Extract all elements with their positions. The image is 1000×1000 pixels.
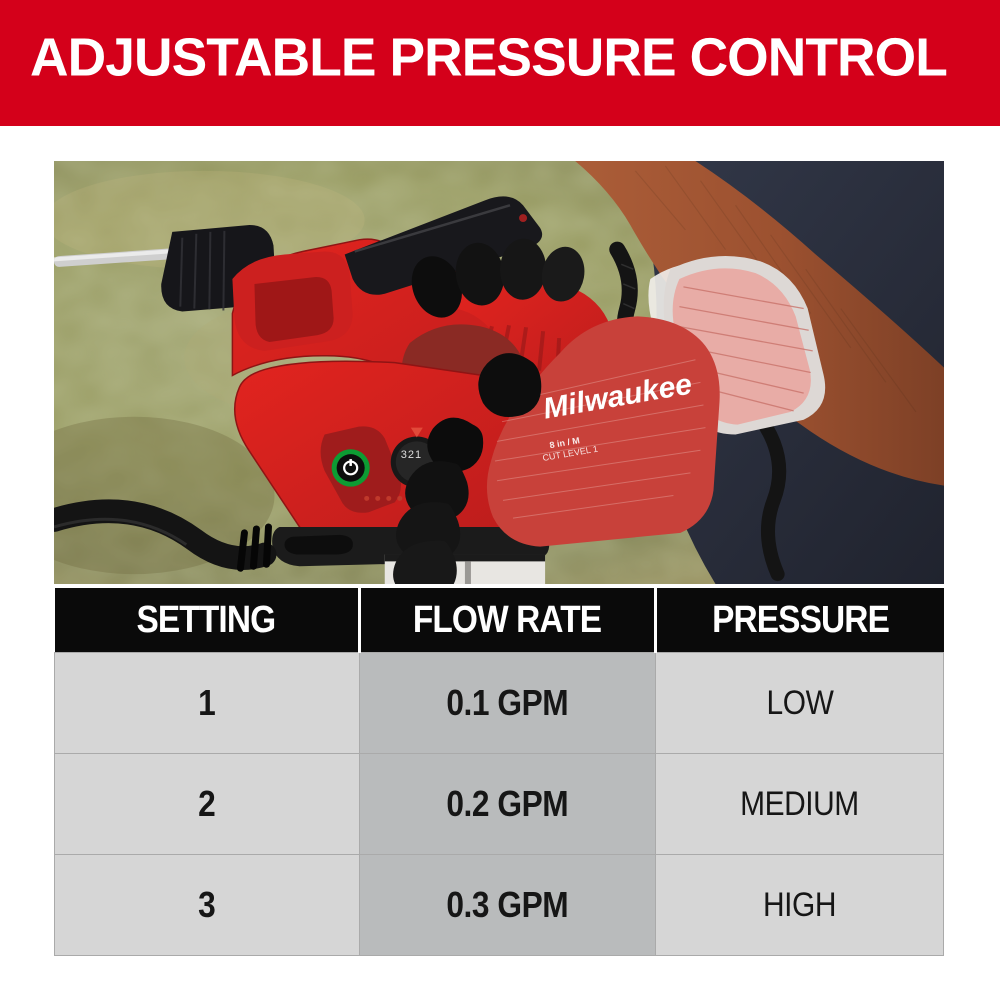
- svg-text:321: 321: [401, 449, 422, 461]
